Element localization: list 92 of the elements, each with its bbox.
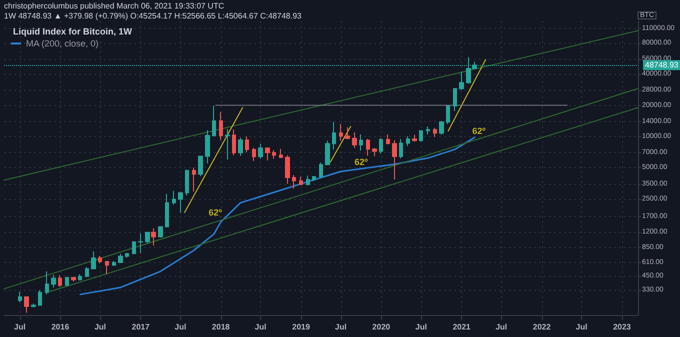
candlestick	[31, 303, 36, 308]
x-tick-label: 2023	[613, 322, 632, 332]
candlestick	[165, 193, 169, 228]
candlestick	[18, 291, 22, 303]
candlestick	[118, 253, 123, 264]
candlestick	[439, 120, 444, 136]
candlestick	[71, 276, 76, 282]
candlestick	[85, 266, 89, 278]
candlestick	[178, 192, 183, 214]
text: Liquid Index for Bitcoin, 1W	[13, 26, 132, 36]
candlestick	[352, 132, 357, 148]
candlestick	[245, 136, 249, 153]
x-tick-label: 2018	[212, 322, 230, 332]
candlestick	[219, 112, 223, 141]
candlestick	[392, 140, 397, 180]
text: 1W 48748.93 ▲ +379.98 (+0.79%) O:45254.17 H:52566.65 L:45064.67 C:48748.93	[4, 12, 302, 20]
x-tick-label: Jul	[496, 322, 508, 332]
candlestick	[339, 124, 343, 142]
candlestick	[158, 226, 163, 238]
annotation: 62º	[208, 208, 223, 218]
candlestick	[399, 138, 403, 159]
candlestick	[172, 190, 176, 206]
x-tick-label: Jul	[334, 322, 347, 332]
x-tick-label: Jul	[174, 322, 186, 332]
candlestick	[366, 138, 370, 156]
candlestick	[132, 240, 136, 255]
candlestick	[192, 167, 196, 192]
candlestick	[285, 154, 290, 184]
candlestick	[359, 134, 363, 152]
x-tick-label: 2016	[51, 322, 70, 332]
candlestick	[145, 232, 150, 244]
candlestick	[138, 233, 143, 254]
candlestick	[386, 134, 390, 145]
candlestick	[419, 130, 423, 142]
candlestick	[78, 274, 82, 281]
candlestick	[325, 140, 330, 166]
candlestick	[112, 260, 116, 266]
x-tick-label: Jul	[576, 322, 588, 332]
annotation: 62º	[354, 156, 368, 167]
line-series	[79, 136, 476, 296]
candlestick	[306, 175, 310, 186]
candlestick	[272, 150, 276, 160]
candlestick	[453, 88, 457, 112]
candlestick	[151, 228, 156, 246]
candlestick	[212, 105, 216, 138]
x-tick-label: Jul	[94, 322, 106, 332]
candlestick	[299, 176, 303, 186]
x-tick-label: 2019	[292, 322, 310, 332]
x-tick-label: 2021	[452, 322, 472, 332]
candlestick	[433, 127, 437, 138]
candlestick	[58, 274, 62, 288]
legend-label: MA (200, close, 0)	[26, 38, 99, 48]
candlestick	[45, 270, 49, 295]
x-tick-label: 2022	[532, 322, 552, 332]
candlestick	[345, 126, 350, 140]
candlestick	[238, 137, 243, 156]
x-tick-label: Jul	[415, 322, 427, 332]
candlestick	[105, 260, 109, 275]
candlestick	[406, 136, 410, 146]
candlestick	[125, 252, 129, 258]
candlestick	[379, 138, 383, 154]
candlestick	[232, 128, 236, 156]
candlestick	[292, 174, 296, 190]
candlestick	[91, 250, 96, 270]
candlestick	[38, 290, 42, 306]
candlestick	[198, 156, 203, 177]
candlestick	[51, 274, 56, 288]
candlestick	[265, 147, 270, 161]
candlestick	[332, 122, 336, 150]
annotation: 62º	[472, 126, 486, 136]
candlestick	[412, 134, 417, 142]
candlestick	[225, 128, 230, 160]
candlestick	[24, 296, 29, 314]
x-tick-label: 2020	[372, 322, 391, 332]
candlestick	[252, 147, 256, 162]
candlestick	[372, 147, 377, 157]
candlestick	[312, 176, 316, 182]
x-tick-label: 2017	[132, 322, 150, 332]
candlestick	[426, 126, 430, 135]
candlestick	[65, 276, 69, 286]
candlestick	[459, 71, 464, 90]
candlestick	[319, 162, 323, 178]
candlestick	[258, 143, 263, 160]
x-tick-label: Jul	[14, 322, 26, 332]
x-tick-label: Jul	[254, 322, 266, 332]
text: christophercolumbus published March 06, 2021 19:33:07 UTC	[4, 2, 224, 10]
candlestick	[446, 105, 450, 125]
candlestick	[98, 255, 102, 264]
candlestick	[185, 169, 189, 196]
candlestick	[279, 148, 283, 159]
candlestick	[205, 130, 210, 164]
ref-line-label: 48748.93	[645, 60, 679, 70]
